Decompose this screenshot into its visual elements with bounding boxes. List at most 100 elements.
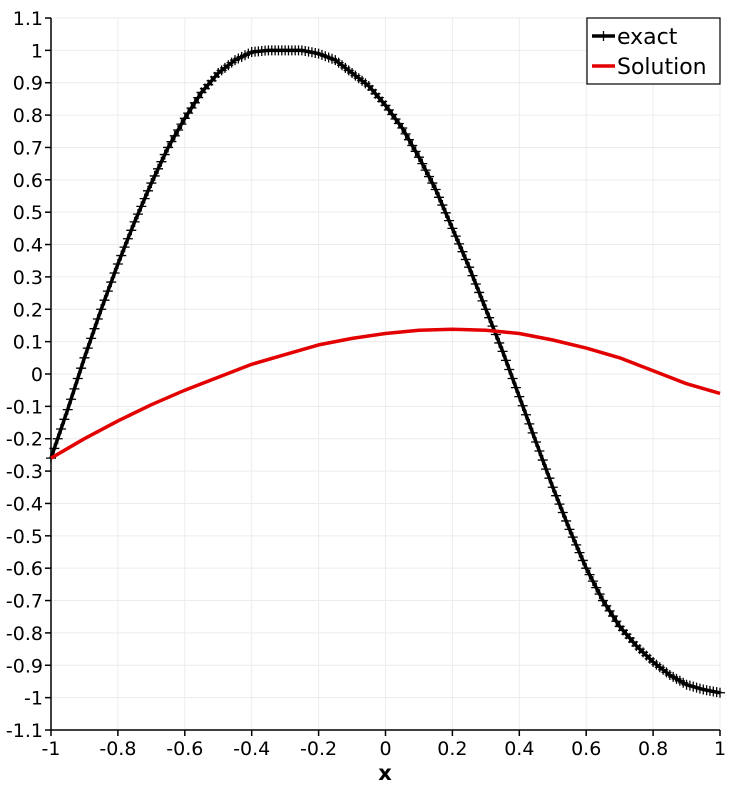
data-point — [584, 569, 595, 580]
data-point — [176, 119, 187, 130]
data-point — [447, 223, 458, 234]
data-point — [715, 687, 725, 698]
y-tick-label: -1 — [24, 688, 43, 710]
data-point — [49, 443, 60, 454]
data-point — [430, 184, 441, 195]
x-tick-label: -0.8 — [99, 738, 136, 760]
y-tick-label: -0.7 — [6, 591, 43, 613]
data-point — [440, 207, 451, 218]
data-point — [143, 185, 154, 196]
x-tick-label: 1 — [714, 738, 726, 760]
x-tick-label: -0.4 — [233, 738, 270, 760]
data-point — [574, 547, 585, 558]
data-point — [561, 515, 572, 526]
data-point — [146, 178, 157, 189]
data-point — [153, 163, 164, 174]
data-point — [591, 582, 602, 593]
data-point — [76, 363, 87, 374]
data-point — [484, 312, 495, 323]
y-tick-label: 0.2 — [13, 299, 43, 321]
data-point — [571, 539, 582, 550]
data-point — [434, 192, 445, 203]
data-point — [86, 333, 97, 344]
data-point — [99, 295, 110, 306]
data-point — [577, 555, 588, 566]
data-point — [437, 200, 448, 211]
data-point — [173, 124, 184, 135]
data-point — [517, 400, 528, 411]
x-tick-label: -0.6 — [166, 738, 203, 760]
data-point — [544, 473, 555, 484]
legend-marker — [598, 31, 609, 41]
data-point — [531, 436, 542, 447]
data-point — [477, 295, 488, 306]
data-point — [89, 323, 100, 334]
data-point — [507, 373, 518, 384]
data-point — [510, 382, 521, 393]
y-tick-label: 0.9 — [13, 73, 43, 95]
data-point — [96, 304, 107, 315]
series-line-solution — [50, 327, 721, 460]
data-point — [423, 171, 434, 182]
data-point — [494, 337, 505, 348]
data-point — [136, 201, 147, 212]
data-point — [504, 364, 515, 375]
y-tick-label: -0.3 — [6, 461, 43, 483]
data-point — [129, 216, 140, 227]
data-point — [109, 268, 120, 279]
y-tick-label: 0.3 — [13, 267, 43, 289]
data-point — [601, 600, 612, 611]
data-point — [72, 373, 83, 384]
data-point — [112, 258, 123, 269]
data-point — [169, 130, 180, 141]
y-tick-label: 0.7 — [13, 137, 43, 159]
data-point — [587, 576, 598, 587]
data-point — [179, 113, 190, 124]
data-point — [186, 102, 197, 113]
y-tick-label: -0.1 — [6, 396, 43, 418]
data-point — [59, 414, 70, 425]
y-tick-label: 1.1 — [13, 8, 43, 30]
data-point — [156, 156, 167, 167]
x-tick-label: 0 — [379, 738, 391, 760]
data-point — [524, 418, 535, 429]
data-point — [534, 446, 545, 457]
x-tick-labels: -1 -0.8 -0.6 -0.4 -0.2 0 0.2 0.4 0.6 0.8 1 — [42, 738, 727, 760]
data-point — [52, 433, 63, 444]
data-point — [467, 270, 478, 281]
y-tick-label: -1.1 — [6, 720, 43, 742]
data-point — [474, 287, 485, 298]
data-point — [166, 136, 177, 147]
y-tick-label: 1 — [31, 40, 43, 62]
data-point — [567, 532, 578, 543]
y-tick-label: 0.1 — [13, 332, 43, 354]
data-point — [82, 343, 93, 354]
data-point — [607, 611, 618, 622]
data-point — [454, 238, 465, 249]
legend: exact Solution — [586, 17, 721, 85]
data-point — [163, 142, 174, 153]
data-point — [69, 383, 80, 394]
data-point — [450, 231, 461, 242]
data-point — [611, 616, 622, 627]
data-point — [457, 246, 468, 257]
data-point — [92, 313, 103, 324]
legend-entry: exact — [617, 25, 678, 50]
data-point — [597, 595, 608, 606]
y-tick-label: -0.4 — [6, 493, 43, 515]
data-point — [444, 215, 455, 226]
data-point — [500, 355, 511, 366]
data-point — [397, 123, 408, 134]
data-point — [149, 170, 160, 181]
data-point — [126, 225, 137, 236]
data-point — [420, 165, 431, 176]
data-point — [417, 158, 428, 169]
x-axis-label: x — [378, 761, 392, 785]
legend-box — [586, 17, 721, 85]
data-point — [79, 352, 90, 363]
data-point — [139, 193, 150, 204]
data-point — [514, 391, 525, 402]
x-tick-label: 0.2 — [437, 738, 467, 760]
legend-entry: Solution — [617, 55, 707, 80]
x-tick-label: -1 — [42, 738, 61, 760]
